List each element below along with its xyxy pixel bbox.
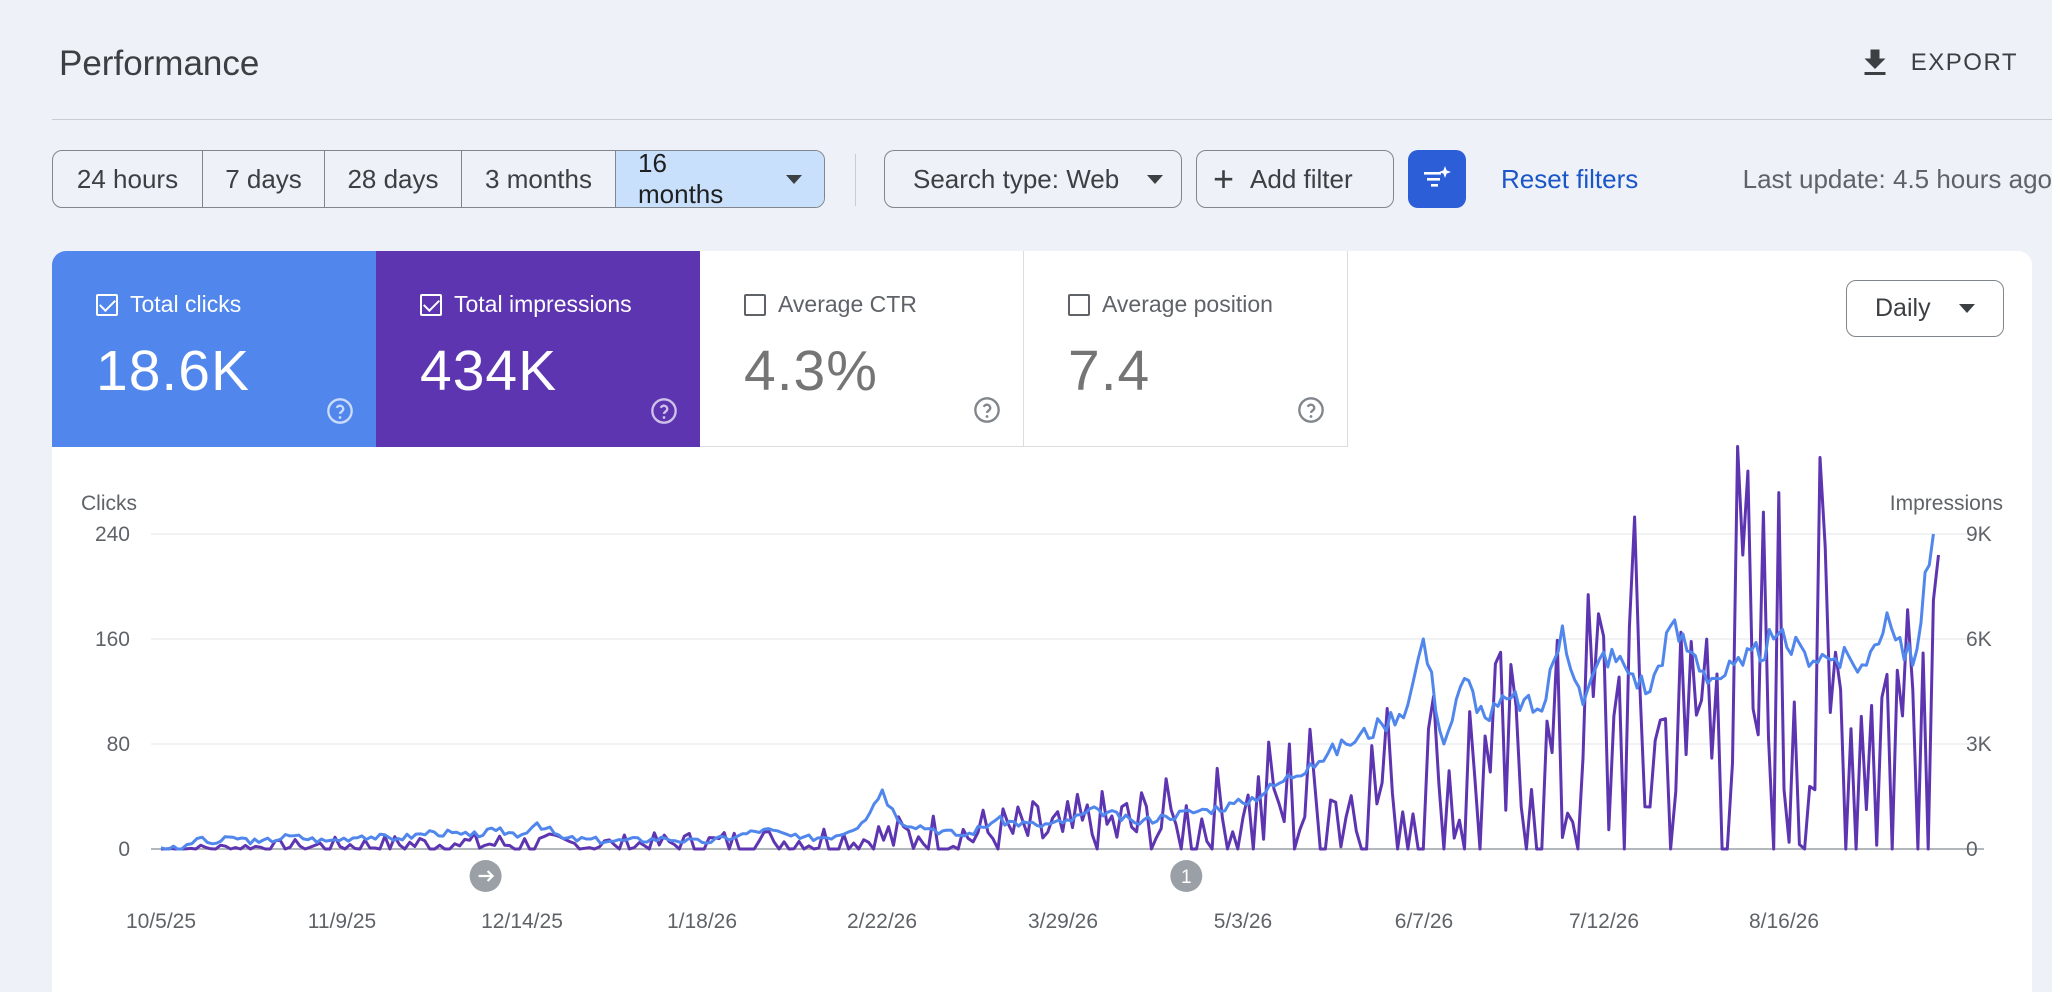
metric-value: 434K	[420, 339, 558, 403]
help-icon[interactable]	[973, 396, 1001, 424]
metric-label: Average CTR	[778, 291, 917, 317]
filter-toolbar: 24 hours 7 days 28 days 3 months 16 mont…	[52, 150, 2052, 208]
toolbar-divider	[855, 154, 856, 206]
export-label: EXPORT	[1910, 49, 2018, 76]
metric-average-position[interactable]: Average position 7.4	[1024, 251, 1348, 447]
metric-value: 4.3%	[744, 339, 878, 403]
clicks-series-line	[160, 533, 1935, 851]
chevron-down-icon	[786, 174, 802, 184]
smart-filter-button[interactable]	[1408, 150, 1466, 208]
metric-value: 7.4	[1068, 339, 1151, 403]
metric-label: Total clicks	[130, 291, 242, 317]
y-left-axis-label: Clicks	[81, 492, 137, 515]
x-tick-label: 1/18/26	[667, 910, 737, 933]
y-left-tick-label: 240	[95, 523, 130, 546]
granularity-dropdown[interactable]: Daily	[1846, 280, 2004, 337]
help-icon[interactable]	[326, 397, 354, 425]
performance-chart: 240 9K 160 6K 80 3K 0 0 Clicks Impressions 10/5/25…	[81, 445, 2003, 933]
add-filter-label: Add filter	[1250, 163, 1353, 194]
download-icon	[1864, 49, 1886, 75]
x-tick-label: 10/5/25	[126, 910, 196, 933]
x-tick-label: 2/22/26	[847, 910, 917, 933]
x-tick-label: 12/14/25	[481, 910, 563, 933]
chevron-down-icon	[1147, 174, 1164, 184]
sparkle-filter-icon	[1424, 166, 1451, 187]
export-button[interactable]: EXPORT	[1857, 38, 2018, 88]
range-7-days[interactable]: 7 days	[203, 151, 325, 207]
date-range-selector: 24 hours 7 days 28 days 3 months 16 mont…	[52, 150, 825, 208]
x-tick-label: 8/16/26	[1749, 910, 1819, 933]
y-right-tick-label: 9K	[1966, 523, 1992, 546]
x-tick-label: 6/7/26	[1395, 910, 1453, 933]
y-left-tick-label: 0	[118, 838, 130, 861]
metric-total-impressions[interactable]: Total impressions 434K	[376, 251, 700, 447]
range-16-months[interactable]: 16 months	[616, 151, 824, 207]
range-24-hours[interactable]: 24 hours	[53, 151, 203, 207]
x-tick-label: 5/3/26	[1214, 910, 1272, 933]
checkbox-checked-icon[interactable]	[96, 293, 118, 316]
y-left-tick-label: 160	[95, 628, 130, 651]
page-title: Performance	[59, 44, 260, 83]
x-tick-label: 3/29/26	[1028, 910, 1098, 933]
y-right-tick-label: 0	[1966, 838, 1978, 861]
x-tick-label: 11/9/25	[308, 910, 377, 933]
range-28-days[interactable]: 28 days	[325, 151, 462, 207]
metric-value: 18.6K	[96, 339, 250, 403]
y-right-tick-label: 6K	[1966, 628, 1992, 651]
chevron-down-icon	[1958, 304, 1975, 313]
checkbox-unchecked-icon[interactable]	[744, 293, 766, 316]
range-3-months[interactable]: 3 months	[462, 151, 616, 207]
checkbox-checked-icon[interactable]	[420, 293, 442, 316]
metric-label: Average position	[1102, 291, 1273, 317]
y-right-axis-label: Impressions	[1890, 492, 2003, 515]
performance-card: Total clicks 18.6K Total impressions 434…	[52, 251, 2032, 992]
add-filter-button[interactable]: + Add filter	[1196, 150, 1394, 208]
help-icon[interactable]	[650, 397, 678, 425]
metric-label: Total impressions	[454, 291, 632, 317]
metric-average-ctr[interactable]: Average CTR 4.3%	[700, 251, 1024, 447]
arrow-right-icon	[478, 870, 495, 882]
annotation-number: 1	[1181, 867, 1192, 888]
y-right-tick-label: 3K	[1966, 733, 1992, 756]
checkbox-unchecked-icon[interactable]	[1068, 293, 1090, 316]
x-tick-label: 7/12/26	[1569, 910, 1639, 933]
search-type-dropdown[interactable]: Search type: Web	[884, 150, 1182, 208]
impressions-series-line	[160, 445, 1940, 851]
annotation-marker[interactable]	[1170, 860, 1203, 892]
search-type-label: Search type: Web	[913, 163, 1120, 194]
granularity-label: Daily	[1875, 294, 1931, 322]
range-16-months-label: 16 months	[638, 150, 724, 208]
reset-filters-link[interactable]: Reset filters	[1501, 164, 1639, 194]
plus-icon: +	[1213, 158, 1235, 199]
header-divider	[52, 119, 2052, 120]
metric-total-clicks[interactable]: Total clicks 18.6K	[52, 251, 376, 447]
last-update-text: Last update: 4.5 hours ago	[1742, 164, 2052, 194]
help-icon[interactable]	[1297, 396, 1325, 424]
y-left-tick-label: 80	[107, 733, 130, 756]
